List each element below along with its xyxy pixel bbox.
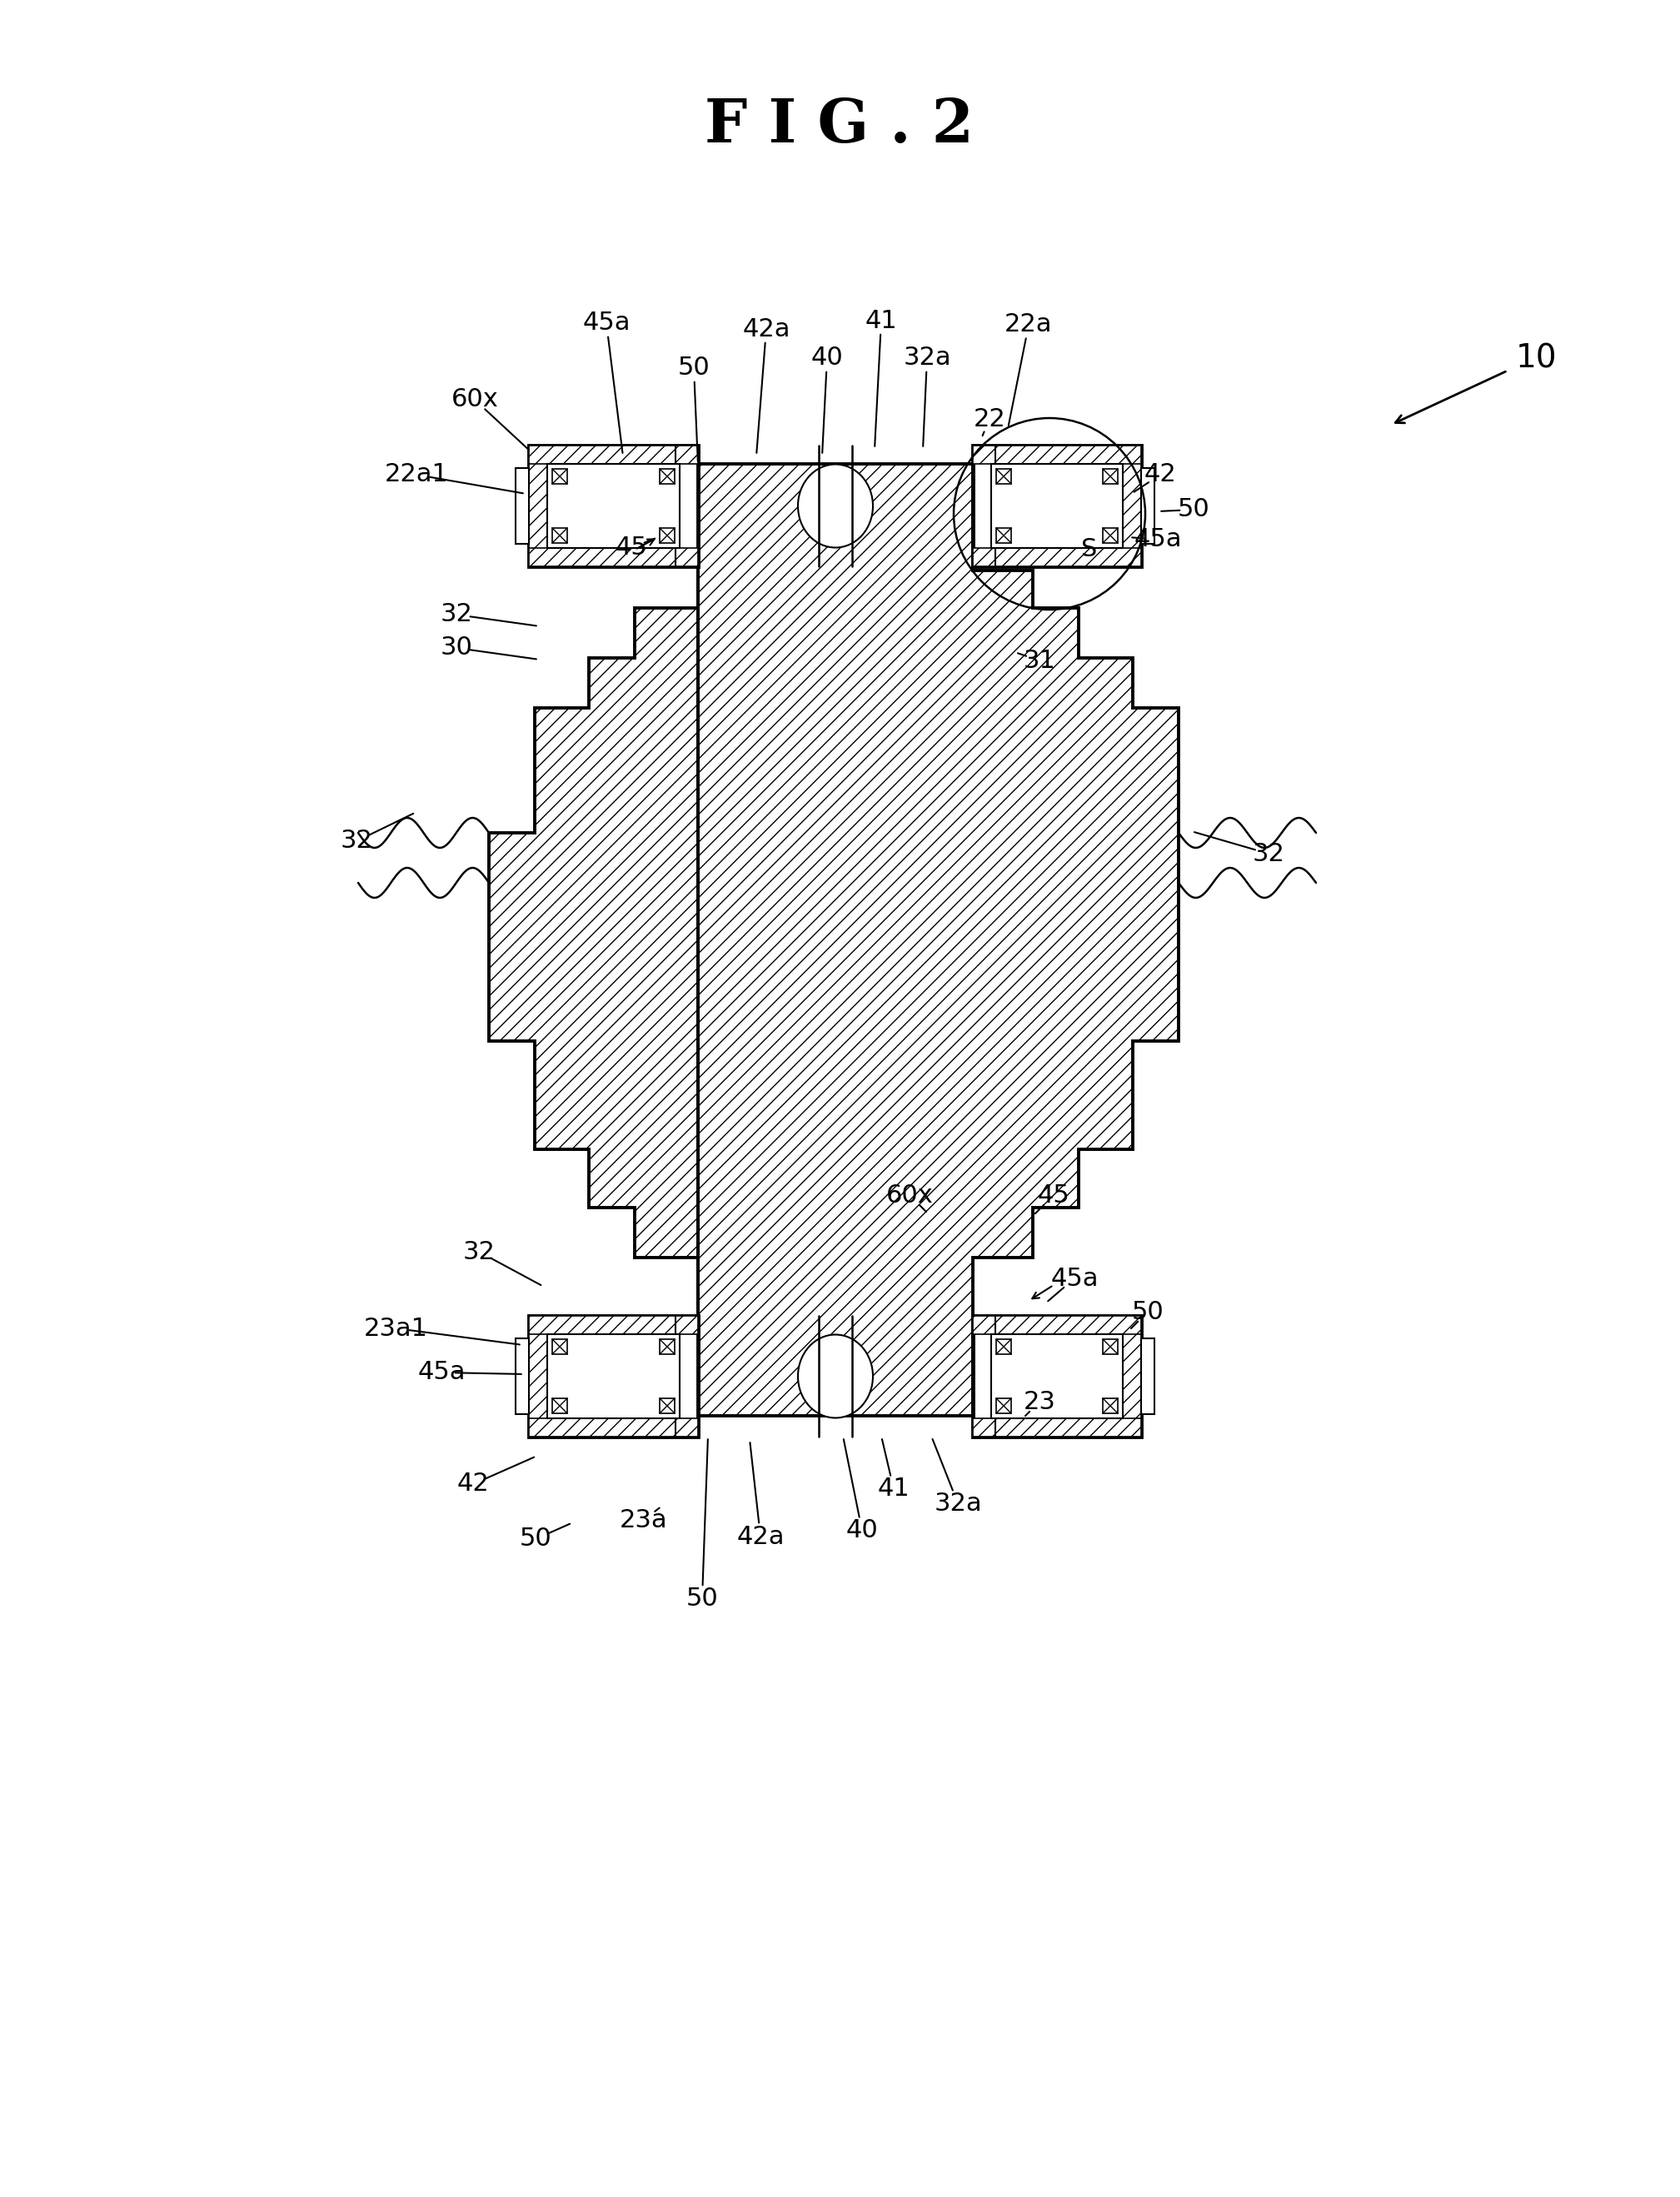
Polygon shape <box>529 1419 697 1437</box>
Bar <box>991 464 1122 547</box>
Text: 42a: 42a <box>743 316 790 341</box>
Polygon shape <box>529 1316 548 1437</box>
Ellipse shape <box>798 464 874 547</box>
Text: 23a: 23a <box>620 1507 669 1531</box>
Bar <box>991 1334 1122 1419</box>
Bar <box>660 1340 675 1353</box>
Text: 10: 10 <box>1515 343 1557 373</box>
Text: F I G . 2: F I G . 2 <box>706 97 974 156</box>
Text: 40: 40 <box>847 1518 879 1542</box>
Bar <box>996 527 1011 543</box>
Bar <box>548 464 680 547</box>
Bar <box>660 527 675 543</box>
Polygon shape <box>489 464 1179 1415</box>
Bar <box>1141 468 1154 545</box>
Text: 42: 42 <box>1144 464 1176 488</box>
Polygon shape <box>529 446 697 464</box>
Polygon shape <box>529 547 697 567</box>
Bar <box>529 1316 697 1437</box>
Text: 42: 42 <box>457 1472 489 1496</box>
Text: 30: 30 <box>440 635 472 659</box>
Polygon shape <box>973 1419 1141 1437</box>
Polygon shape <box>973 1316 1141 1334</box>
Text: 50: 50 <box>685 1586 719 1610</box>
Text: 31: 31 <box>1023 648 1055 672</box>
Bar <box>996 1397 1011 1413</box>
Text: 32: 32 <box>440 602 472 626</box>
Text: 45a: 45a <box>418 1360 465 1384</box>
Polygon shape <box>1122 1316 1141 1437</box>
Polygon shape <box>529 446 548 567</box>
Bar <box>529 446 697 567</box>
Bar <box>1102 1397 1117 1413</box>
Text: 50: 50 <box>519 1527 551 1551</box>
Text: 32a: 32a <box>934 1492 981 1516</box>
Bar <box>660 1397 675 1413</box>
Polygon shape <box>973 446 1141 464</box>
Bar <box>660 468 675 483</box>
Bar <box>553 527 568 543</box>
Bar <box>1141 1338 1154 1415</box>
Text: 32a: 32a <box>904 347 951 369</box>
Bar <box>553 1397 568 1413</box>
Text: 45: 45 <box>615 536 647 560</box>
Text: 32: 32 <box>341 828 373 852</box>
Text: 41: 41 <box>865 308 897 332</box>
Text: 23: 23 <box>1023 1389 1055 1413</box>
Polygon shape <box>973 547 1141 567</box>
Bar <box>516 468 529 545</box>
Text: 32: 32 <box>1252 841 1285 866</box>
Text: 45a: 45a <box>1134 527 1181 551</box>
Bar <box>996 1340 1011 1353</box>
Text: 50: 50 <box>1178 497 1210 521</box>
Text: 32: 32 <box>462 1239 496 1263</box>
Bar <box>1102 1340 1117 1353</box>
Ellipse shape <box>798 1334 874 1417</box>
Polygon shape <box>529 1316 697 1334</box>
Bar <box>996 468 1011 483</box>
Text: 60x: 60x <box>885 1182 932 1206</box>
Bar <box>548 1334 680 1419</box>
Text: 22: 22 <box>973 406 1006 431</box>
Text: 50: 50 <box>1132 1301 1164 1325</box>
Bar <box>1102 527 1117 543</box>
Text: 42a: 42a <box>736 1525 785 1549</box>
Text: 60x: 60x <box>452 387 499 411</box>
Text: S: S <box>1082 538 1097 562</box>
Bar <box>973 446 1141 567</box>
Text: 50: 50 <box>677 356 711 380</box>
Polygon shape <box>1122 446 1141 567</box>
Bar <box>516 1338 529 1415</box>
Text: 45a: 45a <box>1050 1265 1099 1290</box>
Bar <box>1102 468 1117 483</box>
Bar <box>553 1340 568 1353</box>
Text: 45: 45 <box>1038 1182 1070 1206</box>
Text: 22a: 22a <box>1005 312 1053 336</box>
Text: 23a1: 23a1 <box>363 1316 428 1340</box>
Bar <box>553 468 568 483</box>
Bar <box>973 1316 1141 1437</box>
Text: 45a: 45a <box>583 312 630 336</box>
Text: 40: 40 <box>811 347 843 369</box>
Text: 41: 41 <box>877 1476 911 1501</box>
Text: 22a1: 22a1 <box>385 464 449 488</box>
